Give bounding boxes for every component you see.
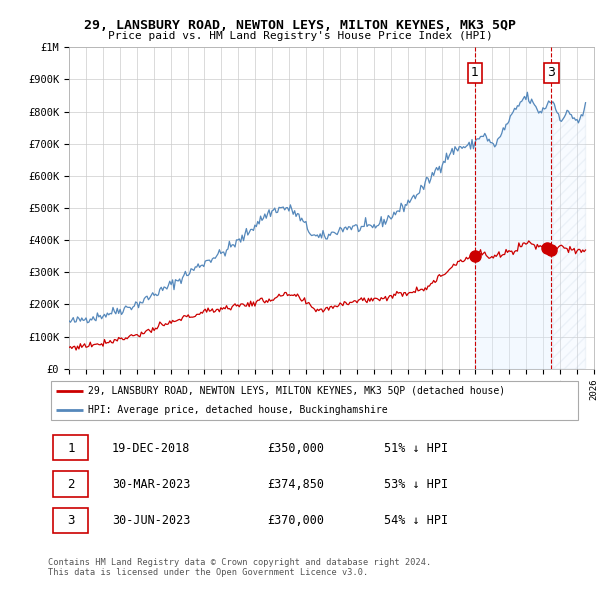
Text: 19-DEC-2018: 19-DEC-2018 (112, 442, 190, 455)
Text: 1: 1 (67, 442, 75, 455)
Text: 2: 2 (67, 478, 75, 491)
FancyBboxPatch shape (53, 435, 88, 460)
Text: Contains HM Land Registry data © Crown copyright and database right 2024.: Contains HM Land Registry data © Crown c… (48, 558, 431, 566)
FancyBboxPatch shape (53, 507, 88, 533)
Text: 54% ↓ HPI: 54% ↓ HPI (385, 514, 449, 527)
Text: This data is licensed under the Open Government Licence v3.0.: This data is licensed under the Open Gov… (48, 568, 368, 577)
Text: £350,000: £350,000 (267, 442, 324, 455)
Text: HPI: Average price, detached house, Buckinghamshire: HPI: Average price, detached house, Buck… (88, 405, 388, 415)
Text: 30-JUN-2023: 30-JUN-2023 (112, 514, 190, 527)
Text: 51% ↓ HPI: 51% ↓ HPI (385, 442, 449, 455)
Text: 53% ↓ HPI: 53% ↓ HPI (385, 478, 449, 491)
Text: 1: 1 (471, 67, 479, 80)
Text: 3: 3 (548, 67, 556, 80)
Text: Price paid vs. HM Land Registry's House Price Index (HPI): Price paid vs. HM Land Registry's House … (107, 31, 493, 41)
Text: 29, LANSBURY ROAD, NEWTON LEYS, MILTON KEYNES, MK3 5QP: 29, LANSBURY ROAD, NEWTON LEYS, MILTON K… (84, 19, 516, 32)
Text: £374,850: £374,850 (267, 478, 324, 491)
Text: 30-MAR-2023: 30-MAR-2023 (112, 478, 190, 491)
FancyBboxPatch shape (50, 381, 578, 420)
Text: 29, LANSBURY ROAD, NEWTON LEYS, MILTON KEYNES, MK3 5QP (detached house): 29, LANSBURY ROAD, NEWTON LEYS, MILTON K… (88, 386, 505, 396)
Text: £370,000: £370,000 (267, 514, 324, 527)
Text: 3: 3 (67, 514, 75, 527)
FancyBboxPatch shape (53, 471, 88, 497)
